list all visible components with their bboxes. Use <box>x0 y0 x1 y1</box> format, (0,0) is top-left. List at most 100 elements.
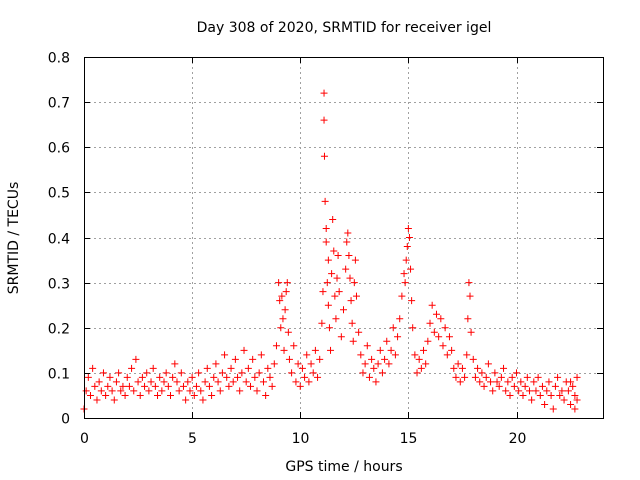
data-point <box>186 387 194 395</box>
data-point <box>160 378 168 386</box>
data-point <box>474 364 482 372</box>
data-point <box>154 391 162 399</box>
data-point <box>249 355 257 363</box>
data-point <box>398 292 406 300</box>
data-point <box>340 306 347 314</box>
data-point <box>521 382 529 390</box>
data-point <box>262 391 270 399</box>
y-tick-label: 0.6 <box>48 141 70 157</box>
data-point <box>290 342 298 350</box>
data-point <box>151 382 159 390</box>
data-point <box>319 288 327 296</box>
data-point <box>266 373 274 381</box>
data-point <box>376 346 384 354</box>
data-point <box>396 315 404 323</box>
data-point <box>452 373 460 381</box>
data-point <box>569 382 577 390</box>
chart-title: Day 308 of 2020, SRMTID for receiver ige… <box>197 20 492 36</box>
data-point <box>532 387 540 395</box>
data-point <box>156 373 164 381</box>
y-axis-label: SRMTID / TECUs <box>6 182 22 295</box>
data-point <box>357 351 365 359</box>
data-point <box>538 382 546 390</box>
data-point <box>523 373 531 381</box>
data-point <box>210 373 218 381</box>
data-point <box>197 387 205 395</box>
data-point <box>125 382 133 390</box>
data-point <box>253 387 261 395</box>
data-point <box>285 355 293 363</box>
data-point <box>321 197 329 205</box>
y-tick-label: 0.4 <box>48 232 70 248</box>
data-point <box>556 391 564 399</box>
data-point <box>158 387 166 395</box>
data-point <box>328 270 336 278</box>
data-point <box>173 378 181 386</box>
data-point <box>330 247 338 255</box>
data-point <box>489 387 497 395</box>
data-point <box>383 337 391 345</box>
data-point <box>329 215 337 223</box>
data-point <box>272 342 280 350</box>
data-point <box>132 355 140 363</box>
data-point <box>320 152 328 160</box>
data-point <box>288 369 296 377</box>
data-point <box>415 355 423 363</box>
data-point <box>123 373 131 381</box>
data-point <box>543 387 551 395</box>
data-point <box>547 391 555 399</box>
data-point <box>117 387 125 395</box>
y-tick-label: 0.7 <box>48 96 70 112</box>
data-point <box>508 373 516 381</box>
data-point <box>342 265 350 273</box>
y-tick-label: 0.3 <box>48 277 70 293</box>
data-point <box>471 373 479 381</box>
data-point <box>403 243 411 251</box>
data-point <box>374 360 382 368</box>
data-point <box>334 252 342 260</box>
data-point <box>208 391 216 399</box>
data-point <box>560 396 568 404</box>
data-point <box>115 369 123 377</box>
data-point <box>409 324 417 332</box>
data-point <box>169 373 177 381</box>
data-point <box>147 378 155 386</box>
data-point <box>218 369 226 377</box>
data-point <box>84 373 92 381</box>
data-point <box>350 279 358 287</box>
data-point <box>502 387 510 395</box>
data-point <box>320 89 328 97</box>
data-point <box>294 360 302 368</box>
data-point <box>318 319 326 327</box>
data-point <box>236 387 244 395</box>
data-point <box>128 364 136 372</box>
data-point <box>332 315 340 323</box>
data-point <box>343 238 351 246</box>
data-point <box>467 328 475 336</box>
data-point <box>337 333 345 341</box>
data-point <box>478 369 486 377</box>
data-point <box>283 279 291 287</box>
data-point <box>417 364 425 372</box>
data-point <box>307 360 315 368</box>
data-point <box>309 369 317 377</box>
data-point <box>385 360 393 368</box>
data-point <box>493 378 501 386</box>
data-point <box>454 360 462 368</box>
data-point <box>558 387 566 395</box>
data-point <box>408 297 416 305</box>
data-point <box>305 378 313 386</box>
data-point <box>435 333 443 341</box>
data-point <box>466 292 474 300</box>
data-point <box>292 378 300 386</box>
data-point <box>372 378 380 386</box>
data-point <box>93 396 101 404</box>
data-point <box>352 292 360 300</box>
data-point <box>487 378 495 386</box>
data-point <box>314 373 322 381</box>
data-point <box>424 337 432 345</box>
x-tick-label: 15 <box>400 431 418 447</box>
data-point <box>229 378 237 386</box>
data-point <box>276 297 284 305</box>
data-point <box>324 301 332 309</box>
